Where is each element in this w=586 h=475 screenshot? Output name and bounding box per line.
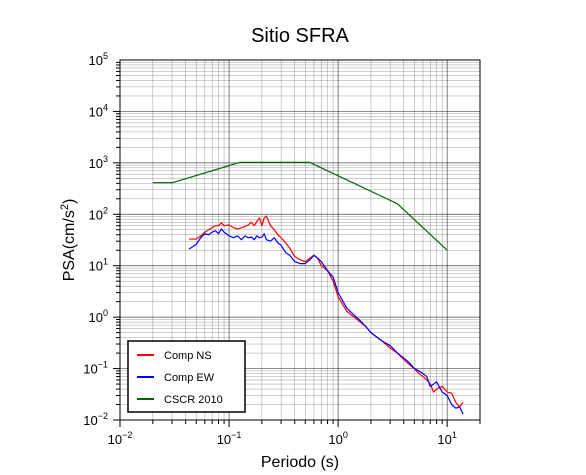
y-axis-label: PSA(cm/s2) [59, 199, 78, 282]
y-tick-label: 103 [89, 154, 108, 171]
x-tick-label: 10−2 [108, 430, 133, 447]
tick-marks [113, 61, 481, 427]
series-layer [152, 161, 464, 415]
series-line-1 [188, 228, 464, 415]
y-tick-label: 10−2 [83, 411, 108, 428]
legend: Comp NS Comp EW CSCR 2010 [127, 340, 246, 413]
series-line-0 [189, 215, 464, 408]
chart-title: Sitio SFRA [251, 25, 349, 47]
y-tick-label: 101 [89, 257, 108, 274]
x-axis-label: Periodo (s) [261, 454, 339, 471]
y-tick-label: 10−1 [83, 360, 108, 377]
x-tick-label: 101 [437, 430, 456, 447]
y-tick-label: 102 [89, 205, 108, 222]
plot-frame [119, 59, 481, 421]
x-tick-label: 100 [328, 430, 347, 447]
tick-labels: 10−2 10−1 100 101 10−2 10−1 100 101 102 103 104 105 [83, 51, 457, 447]
x-tick-label: 10−1 [217, 430, 242, 447]
series-line-2 [152, 161, 448, 251]
legend-label: Comp NS [164, 350, 212, 362]
y-tick-label: 100 [89, 308, 108, 325]
y-tick-label: 104 [89, 102, 108, 119]
legend-label: Comp EW [164, 372, 215, 384]
legend-label: CSCR 2010 [164, 394, 223, 406]
y-tick-label: 105 [89, 51, 108, 68]
